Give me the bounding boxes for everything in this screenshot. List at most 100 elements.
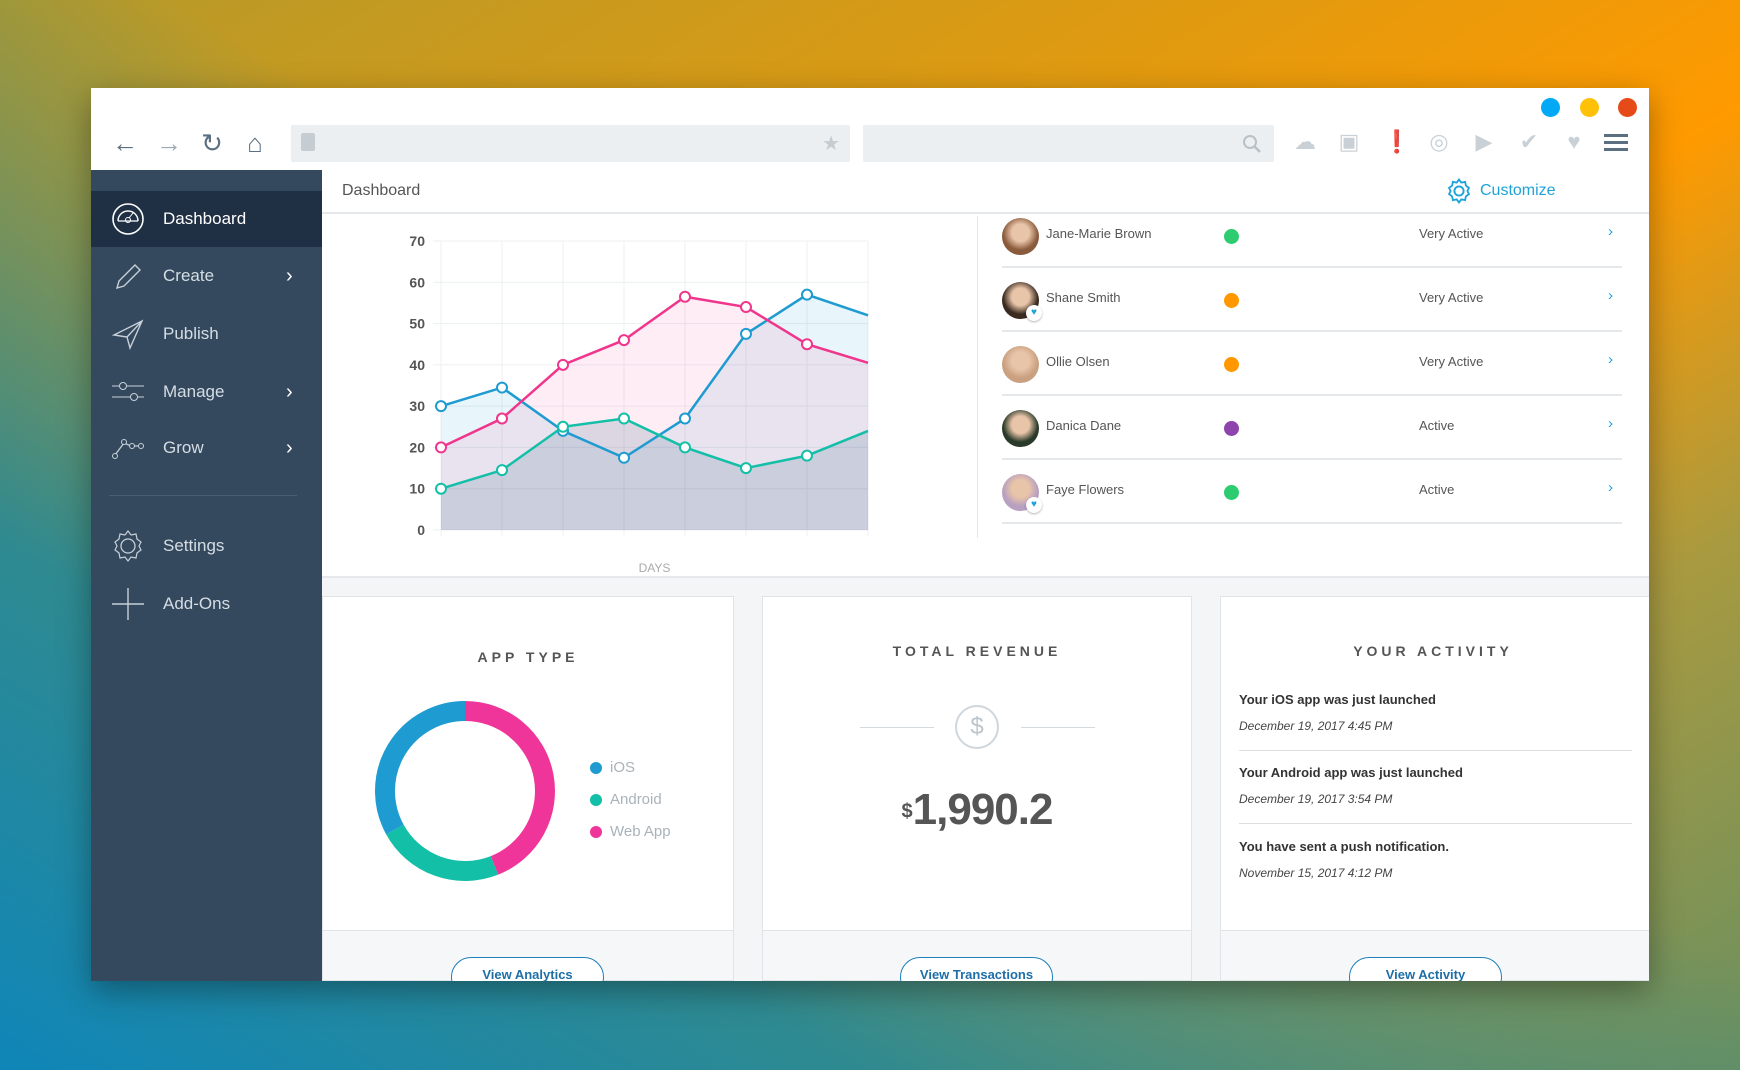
alert-icon[interactable]: ❗ [1383,129,1411,154]
avatar [1002,410,1039,447]
status-dot [1224,357,1239,372]
x-axis-label: DAYS [639,561,671,575]
data-point [679,412,691,425]
sidebar-item-label: Publish [163,324,219,343]
legend-web-app: Web App [590,823,671,840]
sidebar-item-label: Add-Ons [163,594,231,613]
data-point [740,327,752,340]
user-row[interactable]: ♥ Faye Flowers Active › [1002,459,1622,524]
view-activity-button[interactable]: View Activity [1349,957,1502,981]
customize-button[interactable]: Customize [1446,178,1556,204]
menu-icon[interactable] [1604,134,1628,152]
url-bar[interactable]: ★ [291,125,850,162]
activity-text: You have sent a push notification. [1239,839,1449,854]
card-title: APP TYPE [477,649,579,665]
data-point [740,301,752,314]
legend-swatch [590,793,602,806]
activity-divider [1239,750,1632,751]
your-activity-card: YOUR ACTIVITY Your iOS app was just laun… [1220,596,1649,981]
sidebar-item-publish[interactable]: Publish [91,306,322,362]
amount-value: 1,990.2 [912,785,1054,834]
legend-label: Web App [610,823,671,840]
user-row[interactable]: ♥ Shane Smith Very Active › [1002,267,1622,332]
y-tick-label: 50 [409,316,425,332]
card-footer: View Transactions [763,930,1191,981]
plus-icon [112,588,144,620]
cloud-upload-icon[interactable]: ☁ [1294,129,1316,154]
revenue-amount: $1,990.2 [763,785,1191,835]
sidebar-item-dashboard[interactable]: Dashboard [91,191,322,247]
star-icon[interactable]: ★ [822,133,840,155]
legend-label: Android [610,791,662,808]
data-point [679,441,691,454]
legend-swatch [590,825,602,838]
donut-slice-ios [375,701,466,835]
view-transactions-button[interactable]: View Transactions [900,957,1053,981]
total-revenue-card: TOTAL REVENUE $ $1,990.2 View Transactio… [762,596,1192,981]
back-arrow-icon[interactable]: ← [112,128,138,158]
sidebar: Dashboard Create › Publish Manage › Grow… [91,170,322,981]
chevron-right-icon: › [286,436,293,459]
activity-status: Very Active [1419,226,1484,241]
data-point [557,358,569,371]
chevron-right-icon[interactable]: › [1608,351,1613,368]
user-row[interactable]: Jane-Marie Brown Very Active › [1002,203,1622,268]
sidebar-item-label: Grow [163,438,204,457]
broadcast-icon[interactable]: ◎ [1429,129,1449,154]
customize-label: Customize [1480,182,1556,199]
chevron-right-icon[interactable]: › [1608,287,1613,304]
sidebar-item-manage[interactable]: Manage › [91,364,322,420]
content-header: Dashboard Customize [322,170,1649,214]
heart-icon[interactable]: ♥ [1567,129,1581,154]
sidebar-item-create[interactable]: Create › [91,248,322,304]
data-point [618,334,630,347]
sidebar-item-add-ons[interactable]: Add-Ons [91,576,322,632]
user-row[interactable]: Danica Dane Active › [1002,395,1622,460]
chevron-right-icon[interactable]: › [1608,415,1613,432]
growth-icon [112,439,144,459]
maximize-button[interactable] [1580,98,1599,117]
status-dot [1224,293,1239,308]
forward-arrow-icon[interactable]: → [156,128,182,158]
series-area [441,294,868,530]
line-chart: 0 10 20 30 40 50 60 70 DAYS [409,233,869,575]
sidebar-item-label: Manage [163,382,225,401]
shield-check-icon[interactable]: ✔ [1519,129,1539,154]
chevron-right-icon[interactable]: › [1608,223,1613,240]
y-tick-label: 10 [409,481,425,497]
minimize-button[interactable] [1541,98,1560,117]
camera-icon[interactable]: ▣ [1338,129,1360,154]
home-icon[interactable]: ⌂ [247,128,263,158]
reload-icon[interactable]: ↻ [201,128,223,158]
sidebar-item-grow[interactable]: Grow › [91,420,322,476]
search-icon[interactable] [1242,134,1262,154]
sidebar-item-settings[interactable]: Settings [91,518,322,574]
legend-android: Android [590,791,662,808]
user-row[interactable]: Ollie Olsen Very Active › [1002,331,1622,396]
sidebar-item-label: Settings [163,536,225,555]
chevron-right-icon[interactable]: › [1608,479,1613,496]
heart-icon: ♥ [1026,497,1042,513]
y-tick-label: 70 [409,233,425,249]
y-tick-label: 40 [409,357,425,373]
data-point [435,441,447,454]
activity-status: Active [1419,418,1455,433]
series-area [441,296,868,530]
data-point [679,290,691,303]
user-name: Jane-Marie Brown [1046,226,1152,241]
avatar [1002,218,1039,255]
legend-swatch [590,761,602,774]
chart-divider [977,216,978,538]
status-dot [1224,421,1239,436]
view-analytics-button[interactable]: View Analytics [451,957,604,981]
sliders-icon [112,382,144,401]
gear-icon [1447,178,1471,204]
close-button[interactable] [1618,98,1637,117]
series-line [440,295,869,449]
y-tick-label: 0 [417,522,425,538]
app-window: ← → ↻ ⌂ ★ ☁ ▣ ❗ ◎ ▶ ✔ ♥ Dashboard Create… [91,88,1649,981]
data-point [496,464,508,477]
play-store-icon[interactable]: ▶ [1475,129,1493,154]
search-bar[interactable] [863,125,1274,162]
series-line [440,417,869,490]
